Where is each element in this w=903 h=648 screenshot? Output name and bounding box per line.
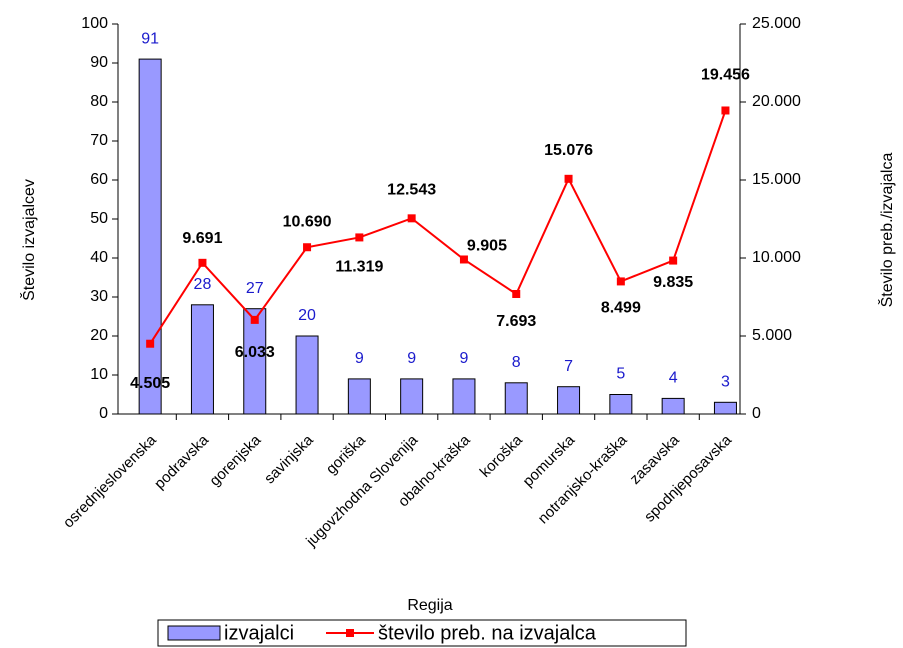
bar [190,304,214,415]
y-tick-label: 10 [90,366,108,383]
y2-tick-label: 20.000 [752,93,801,110]
bar [347,378,371,415]
bar [557,386,581,415]
x-tick-label: koroška [477,431,527,481]
line-value-label: 4.505 [130,375,170,392]
x-tick-label: gorenjska [206,431,264,489]
bar [452,378,476,415]
bar-value-label: 8 [512,354,521,371]
y-tick-label: 40 [90,249,108,266]
bar [609,394,633,415]
line-marker [303,243,312,252]
line-value-label: 8.499 [601,300,641,317]
y-tick-label: 90 [90,54,108,71]
legend-label: število preb. na izvajalca [378,622,597,644]
y2-tick-label: 0 [752,405,761,422]
bar [138,58,162,415]
line-marker [721,106,730,115]
bar [295,335,319,415]
line-value-label: 9.905 [467,238,507,255]
line-value-label: 9.691 [182,230,222,247]
line-marker [146,339,155,348]
line-value-label: 19.456 [701,67,750,84]
legend-label: izvajalci [224,622,294,644]
line-value-label: 15.076 [544,142,593,159]
bar [243,308,267,415]
y-tick-label: 100 [81,15,108,32]
x-tick-label: spodnjeposavska [641,431,735,525]
y2-tick-label: 10.000 [752,249,801,266]
line-value-label: 11.319 [335,259,383,276]
line-marker [459,255,468,264]
line-value-label: 10.690 [283,213,332,230]
line-value-label: 7.693 [496,313,536,330]
y-tick-label: 50 [90,210,108,227]
legend-box [157,619,687,647]
y-tick-label: 0 [99,405,108,422]
bar [504,382,528,415]
bar-value-label: 20 [298,307,316,324]
x-axis-title: Regija [407,597,452,614]
legend-swatch [167,625,221,641]
x-tick-label: podravska [151,431,212,492]
bar-value-label: 9 [355,350,364,367]
bar-value-label: 27 [246,280,264,297]
bar [713,401,737,415]
line-value-label: 12.543 [387,182,436,199]
line-marker [616,277,625,286]
line [149,110,727,345]
y-axis-title: Število izvajalcev [19,179,38,301]
line-marker [407,214,416,223]
bar [661,397,685,415]
bar-value-label: 28 [194,276,212,293]
x-tick-label: savinjska [261,431,317,487]
line-value-label: 6.033 [235,344,275,361]
bar-value-label: 9 [459,350,468,367]
x-tick-label: osrednjeslovenska [60,431,160,531]
line-marker [355,233,364,242]
y-tick-label: 70 [90,132,108,149]
y-tick-label: 20 [90,327,108,344]
line-marker [250,315,259,324]
bar-value-label: 91 [141,30,159,47]
line-marker [512,289,521,298]
line-value-label: 9.835 [653,274,693,291]
y-tick-label: 80 [90,93,108,110]
line-marker [669,256,678,265]
x-tick-label: goriška [323,431,370,478]
line-marker [564,174,573,183]
y-tick-label: 30 [90,288,108,305]
y2-axis-title: Število preb./izvajalca [877,153,896,308]
legend-marker [346,629,354,637]
y2-tick-label: 25.000 [752,15,801,32]
bar-value-label: 7 [564,358,573,375]
y2-tick-label: 5.000 [752,327,792,344]
line-marker [198,258,207,267]
y-tick-label: 60 [90,171,108,188]
y2-tick-label: 15.000 [752,171,801,188]
bar-value-label: 5 [616,366,625,383]
bar-value-label: 3 [721,374,730,391]
x-tick-label: notranjsko-kraška [535,431,631,527]
bar [400,378,424,415]
bar-value-label: 4 [669,370,678,387]
bar-value-label: 9 [407,350,416,367]
